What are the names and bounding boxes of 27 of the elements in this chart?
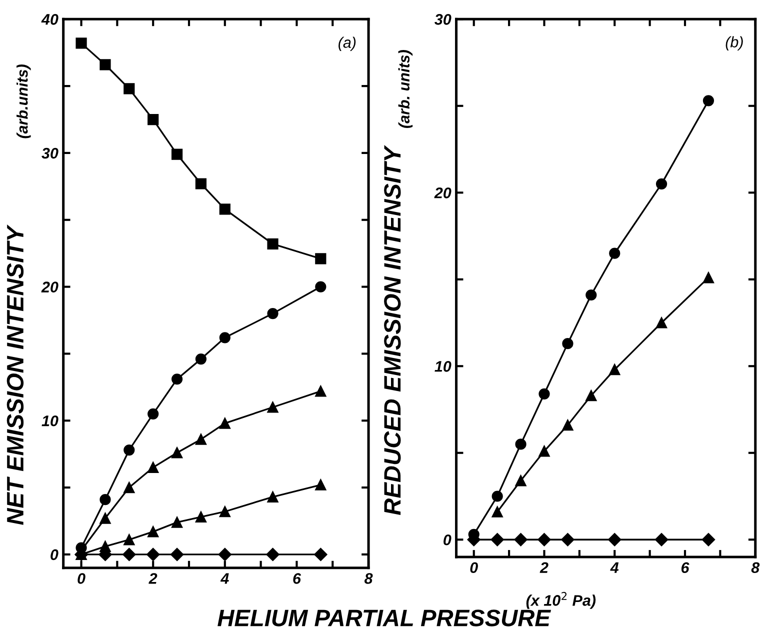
x-tick-label: 0 — [78, 573, 86, 584]
y-tick-label: 20 — [41, 282, 58, 292]
y-tick-label: 10 — [434, 360, 452, 372]
x-tick-label: 0 — [470, 562, 478, 574]
x-tick-label: 2 — [540, 562, 548, 573]
x-axis-title: HELIUM PARTIAL PRESSURE — [218, 610, 552, 626]
y-axis-title: REDUCED EMISSION INTENSITY — [384, 144, 401, 515]
x-tick-label: 8 — [751, 562, 760, 574]
y-tick-label: 30 — [434, 14, 452, 25]
y-tick-label: 20 — [434, 188, 452, 198]
text: (arb. units) — [398, 50, 413, 128]
x-tick-label: 2 — [148, 573, 158, 584]
x-axis-title: (x 10$^{2}$ Pa) — [526, 592, 596, 609]
x-tick-label: 4 — [220, 573, 229, 584]
x-tick-label: 6 — [681, 562, 690, 574]
x-tick-label: 4 — [610, 562, 619, 573]
annotation: (b) — [726, 36, 743, 50]
y-tick-label: 0 — [50, 549, 58, 560]
y-tick-label: 30 — [42, 148, 58, 159]
text: (arb.units) — [16, 64, 31, 138]
x-tick-label: 8 — [364, 573, 373, 584]
annotation: (a) — [338, 36, 356, 51]
x-tick-label: 6 — [293, 573, 302, 584]
y-tick-label: 0 — [444, 534, 452, 546]
y-tick-label: 40 — [41, 14, 58, 25]
y-axis-title: NET EMISSION INTENSITY — [6, 224, 24, 525]
y-tick-label: 10 — [42, 415, 58, 426]
